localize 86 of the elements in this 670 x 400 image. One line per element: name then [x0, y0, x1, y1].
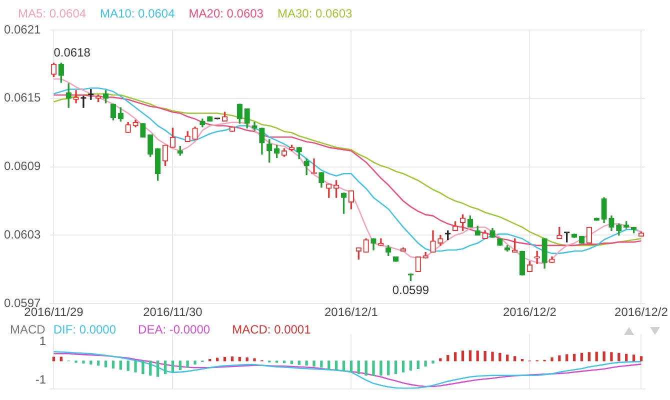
- bar: [402, 360, 405, 372]
- bar: [380, 360, 382, 376]
- bar: [461, 350, 464, 362]
- bar: [357, 360, 360, 374]
- bar: [350, 360, 353, 372]
- bar: [320, 360, 323, 368]
- bar: [112, 360, 115, 369]
- bar: [432, 360, 434, 364]
- bar: [513, 356, 516, 362]
- bar: [290, 360, 294, 364]
- bar: [52, 356, 56, 362]
- x-tick-label: 2016/11/30: [143, 305, 203, 320]
- bar: [119, 360, 122, 370]
- bar: [439, 358, 442, 362]
- y-tick-label: -1: [35, 372, 46, 386]
- bar: [506, 354, 509, 362]
- bar: [104, 360, 108, 368]
- x-tick-label: 2016/12/2: [502, 305, 557, 320]
- bar: [424, 360, 427, 366]
- bar: [491, 352, 494, 362]
- bar: [454, 352, 457, 362]
- bar: [550, 357, 554, 362]
- bar: [468, 350, 472, 362]
- bar: [446, 355, 450, 362]
- bar: [178, 360, 182, 370]
- y-tick-label: 0.0621: [4, 22, 42, 36]
- series-label: MACD: 0.0001: [232, 322, 312, 336]
- text: MA20: 0.0603: [188, 6, 264, 20]
- bar: [476, 350, 479, 362]
- bar: [416, 360, 420, 369]
- bar: [97, 360, 100, 366]
- bar: [632, 354, 636, 362]
- x-tick-label: 2016/12/2: [614, 305, 668, 320]
- text: MA10: 0.0604: [100, 6, 176, 20]
- bar: [387, 360, 390, 376]
- x-tick-label: 2016/12/1: [324, 305, 378, 320]
- candlestick: [311, 158, 317, 174]
- text: MA30: 0.0603: [277, 6, 353, 20]
- annotation: 0.0599: [392, 283, 430, 298]
- bar: [253, 358, 256, 362]
- bar: [610, 352, 613, 362]
- bar: [60, 356, 62, 362]
- series-label: DEA: -0.0000: [138, 322, 210, 336]
- bar: [372, 360, 375, 376]
- bar: [498, 352, 502, 362]
- bar: [134, 360, 137, 372]
- bar: [602, 351, 606, 362]
- bar: [364, 360, 368, 376]
- y-tick-label: 1: [39, 334, 46, 348]
- bar: [595, 352, 598, 362]
- bar: [126, 360, 130, 371]
- bar: [298, 360, 300, 365]
- bar: [566, 354, 568, 362]
- bar: [246, 357, 248, 362]
- y-tick-label: 0.0615: [4, 90, 42, 105]
- y-tick-label: 0.0609: [4, 159, 42, 174]
- series-label: DIF: 0.0000: [53, 322, 116, 336]
- bar: [216, 358, 219, 362]
- bar: [334, 360, 338, 370]
- bar: [312, 360, 316, 366]
- bar: [90, 360, 92, 365]
- bar: [640, 356, 643, 362]
- text: MA5: 0.0604: [18, 6, 86, 20]
- bar: [156, 360, 160, 377]
- bar: [342, 360, 346, 372]
- bar: [588, 352, 590, 362]
- bar: [149, 360, 152, 376]
- bar: [230, 356, 234, 362]
- bar: [282, 360, 286, 364]
- bar: [409, 360, 412, 370]
- bar: [305, 360, 308, 366]
- candlestick: [73, 90, 79, 104]
- bar: [142, 360, 144, 374]
- bar: [618, 352, 620, 362]
- bar: [580, 352, 584, 362]
- bar: [186, 360, 189, 368]
- bar: [394, 360, 398, 374]
- bar: [194, 360, 196, 365]
- bar: [171, 360, 174, 372]
- bar: [484, 350, 486, 362]
- y-tick-label: 0.0603: [4, 228, 42, 242]
- bar: [82, 360, 85, 364]
- annotation: 0.0618: [54, 45, 91, 60]
- chart-title: MACD: [10, 322, 46, 336]
- bar: [164, 360, 167, 374]
- bar: [328, 360, 330, 369]
